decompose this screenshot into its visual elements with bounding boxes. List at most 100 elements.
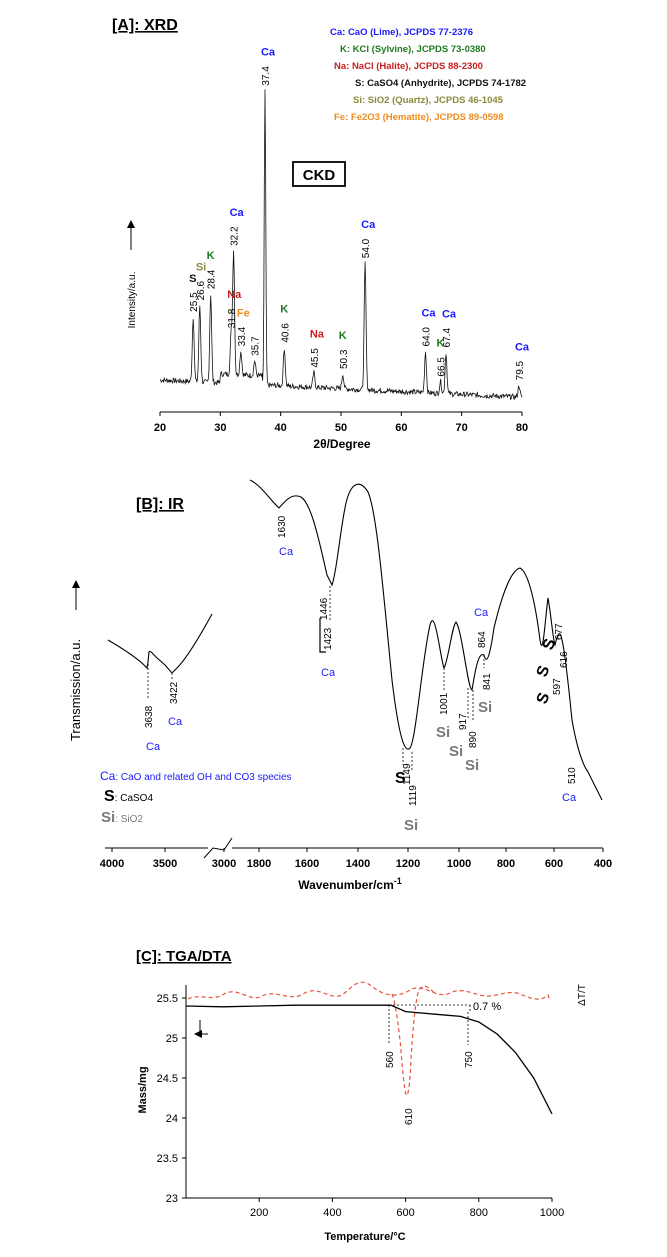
ir-xlabel-text: Wavenumber/cm bbox=[298, 878, 394, 892]
tga-ytick-label: 23 bbox=[166, 1193, 178, 1205]
tga-xtick-label: 200 bbox=[250, 1207, 268, 1219]
xrd-peak-value: 45.5 bbox=[310, 348, 321, 368]
ir-band-864-phase: Ca bbox=[474, 607, 489, 619]
xrd-peak-value: 66.5 bbox=[437, 357, 448, 377]
ir-band-864: 864 bbox=[477, 631, 488, 648]
xrd-peak-phase: K bbox=[280, 304, 288, 316]
tga-ylabel: Mass/mg bbox=[137, 1066, 149, 1113]
xrd-xtick-label: 20 bbox=[154, 422, 166, 434]
xrd-peak-phase: Ca bbox=[261, 47, 276, 59]
ir-band-917-phase: Si bbox=[449, 743, 463, 760]
xrd-title: [A]: XRD bbox=[112, 17, 178, 34]
xrd-peak-phase: Ca bbox=[230, 207, 245, 219]
ir-xtick-label: 400 bbox=[594, 858, 612, 870]
xrd-legend-s: S: CaSO4 (Anhydrite), JCPDS 74-1782 bbox=[355, 78, 526, 89]
xrd-peak-phase: Ca bbox=[361, 219, 376, 231]
ir-legend-si: Si: SiO2 bbox=[101, 809, 143, 826]
xrd-peak-phase: Fe bbox=[237, 307, 250, 319]
ir-xtick-label: 3500 bbox=[153, 858, 177, 870]
tga-ytick-label: 25.5 bbox=[157, 993, 178, 1005]
xrd-legend-k: K: KCl (Sylvine), JCPDS 73-0380 bbox=[340, 44, 486, 55]
ir-legend-si-text: : SiO2 bbox=[115, 814, 143, 825]
ir-xtick-label: 600 bbox=[545, 858, 563, 870]
tga-ytick-label: 23.5 bbox=[157, 1153, 178, 1165]
xrd-peak-phase: Ca bbox=[442, 308, 457, 320]
xrd-legend: Ca: CaO (Lime), JCPDS 77-2376 K: KCl (Sy… bbox=[330, 27, 526, 123]
ir-xtick-label: 1200 bbox=[396, 858, 420, 870]
xrd-peak-value: 33.4 bbox=[237, 326, 248, 346]
dta-curve-a bbox=[187, 981, 551, 1002]
xrd-legend-na: Na: NaCl (Halite), JCPDS 88-2300 bbox=[334, 61, 483, 72]
xrd-peak-value: 28.4 bbox=[207, 269, 218, 289]
xrd-peak-value: 54.0 bbox=[361, 238, 372, 258]
ir-panel: [B]: IR Transmission/a.u. 3638 Ca 3422 C… bbox=[68, 479, 612, 892]
ir-band-597: 597 bbox=[552, 678, 563, 695]
tga-ytick-label: 25 bbox=[166, 1033, 178, 1045]
xrd-xtick-label: 40 bbox=[275, 422, 287, 434]
ir-band-510: 510 bbox=[567, 767, 578, 784]
xrd-yarrow-head bbox=[127, 220, 135, 228]
tga-ytick-label: 24 bbox=[166, 1113, 178, 1125]
tga-xtick-label: 1000 bbox=[540, 1207, 564, 1219]
xrd-peak-phase: K bbox=[207, 250, 215, 262]
xrd-peak-phase: Ca bbox=[421, 307, 436, 319]
ir-xlabel: Wavenumber/cm-1 bbox=[298, 876, 402, 892]
tga-xticks: 200 400 600 800 1000 bbox=[250, 1198, 564, 1219]
ir-band-3422-phase: Ca bbox=[168, 716, 183, 728]
xrd-peak-value: 40.6 bbox=[280, 323, 291, 343]
ir-band-1423-phase: Ca bbox=[321, 667, 336, 679]
xrd-pattern-line bbox=[159, 89, 523, 401]
xrd-legend-ca: Ca: CaO (Lime), JCPDS 77-2376 bbox=[330, 27, 473, 38]
ir-spectrum-main bbox=[249, 479, 603, 801]
ir-legend: Ca: CaO and related OH and CO3 species S… bbox=[100, 769, 292, 826]
dta-endotherm-610 bbox=[391, 985, 437, 1096]
tga-axis-arrow-head bbox=[194, 1030, 202, 1038]
tga-panel: [C]: TGA/DTA 25.5 25 24.5 24 23.5 23 200 400 60… bbox=[136, 948, 588, 1243]
ir-band-677: 677 bbox=[554, 623, 565, 640]
xrd-legend-si: Si: SiO2 (Quartz), JCPDS 46-1045 bbox=[353, 95, 504, 106]
ir-yarrow-head bbox=[72, 580, 80, 588]
xrd-peak-value: 37.4 bbox=[261, 66, 272, 86]
xrd-xtick-label: 80 bbox=[516, 422, 528, 434]
ir-band-1001-phase: Si bbox=[436, 724, 450, 741]
ir-legend-s-code: S bbox=[104, 788, 115, 805]
ir-title: [B]: IR bbox=[136, 496, 184, 513]
xrd-sample-label: CKD bbox=[303, 167, 336, 184]
xrd-xtick-label: 50 bbox=[335, 422, 347, 434]
ir-band-510-phase: Ca bbox=[562, 792, 577, 804]
ir-legend-si-code: Si bbox=[101, 809, 115, 826]
ir-legend-ca-text: : CaO and related OH and CO3 species bbox=[115, 772, 291, 783]
ir-band-890-phase: Si bbox=[465, 757, 479, 774]
ir-band-1630: 1630 bbox=[277, 515, 288, 538]
xrd-peak-value: 32.2 bbox=[230, 226, 241, 246]
xrd-panel: [A]: XRD Ca: CaO (Lime), JCPDS 77-2376 K… bbox=[112, 17, 530, 451]
ir-band-597-phase: S bbox=[534, 690, 554, 706]
xrd-peak-value: 50.3 bbox=[339, 349, 350, 369]
xrd-sample-box bbox=[292, 161, 346, 187]
ir-band-labels: 3638 Ca 3422 Ca 1630 Ca 1446 1423 Ca S 1… bbox=[144, 515, 578, 834]
tga-yticks: 25.5 25 24.5 24 23.5 23 bbox=[157, 993, 186, 1205]
tga-loss-label: 0.7 % bbox=[473, 1001, 501, 1013]
ir-band-3422: 3422 bbox=[169, 681, 180, 704]
tga-560-label: 560 bbox=[385, 1051, 396, 1068]
ir-band-616: 616 bbox=[559, 651, 570, 668]
ir-band-1423: 1423 bbox=[323, 627, 334, 650]
ir-band-3638-phase: Ca bbox=[146, 741, 161, 753]
xrd-peak-value: 64.0 bbox=[421, 327, 432, 347]
xrd-legend-fe: Fe: Fe2O3 (Hematite), JCPDS 89-0598 bbox=[334, 112, 503, 123]
xrd-peak-phase: Ca bbox=[515, 341, 530, 353]
tga-xlabel: Temperature/°C bbox=[324, 1231, 405, 1243]
ir-xtick-label: 800 bbox=[497, 858, 515, 870]
ir-band-1149: 1149 bbox=[402, 763, 413, 785]
ir-legend-s: S: CaSO4 bbox=[104, 788, 153, 805]
ir-band-616-phase: S bbox=[534, 663, 554, 679]
ir-xlabel-sup: -1 bbox=[394, 876, 402, 886]
ir-band-3638: 3638 bbox=[144, 705, 155, 728]
xrd-peak-value: 25.5 bbox=[189, 292, 200, 312]
xrd-ylabel: Intensity/a.u. bbox=[127, 272, 138, 329]
xrd-peak-value: 67.4 bbox=[442, 328, 453, 348]
ir-band-1001: 1001 bbox=[439, 692, 450, 715]
xrd-peak-phase: K bbox=[339, 330, 347, 342]
